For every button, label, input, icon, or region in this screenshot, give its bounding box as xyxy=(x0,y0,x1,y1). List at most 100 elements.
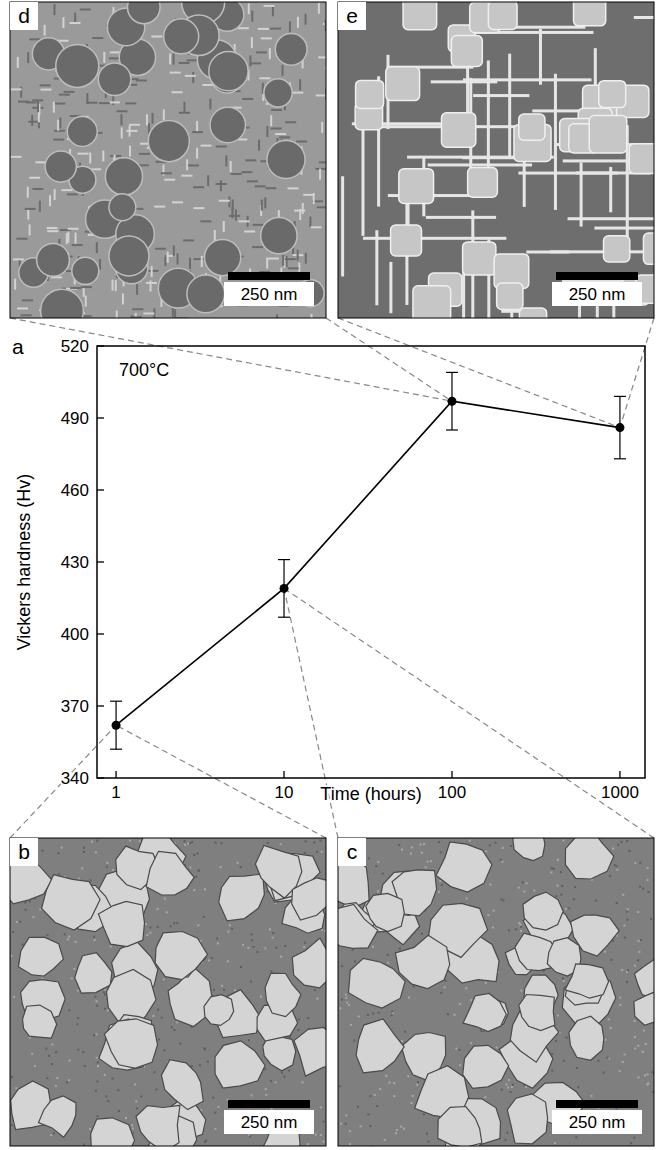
lamella xyxy=(245,159,256,161)
noise xyxy=(132,1127,134,1129)
cuboid xyxy=(386,67,420,101)
x-tick-label: 10 xyxy=(275,783,294,802)
noise xyxy=(320,840,322,842)
noise xyxy=(50,1134,52,1136)
noise xyxy=(508,929,510,931)
noise xyxy=(398,844,400,846)
lamella xyxy=(54,103,65,105)
panel-letter: c xyxy=(347,840,358,863)
noise xyxy=(171,1026,173,1028)
lamella xyxy=(303,194,314,196)
lamella xyxy=(219,200,230,202)
lamella xyxy=(64,91,75,93)
noise xyxy=(508,1079,510,1081)
lamella xyxy=(318,56,326,58)
noise xyxy=(107,1100,109,1102)
lamella xyxy=(272,5,274,16)
lamella xyxy=(196,121,198,132)
frame xyxy=(338,2,654,318)
lamella xyxy=(316,94,326,96)
lamella xyxy=(103,52,105,63)
noise xyxy=(614,864,616,866)
noise xyxy=(426,1132,428,1134)
precipitate xyxy=(39,1096,77,1137)
lamella xyxy=(18,101,29,103)
noise xyxy=(387,962,389,964)
precipitate xyxy=(349,958,406,1008)
noise xyxy=(189,866,191,868)
lamella xyxy=(120,114,122,125)
lamella xyxy=(185,75,196,77)
noise xyxy=(505,1084,507,1086)
noise xyxy=(345,1123,347,1125)
noise xyxy=(526,882,528,884)
noise xyxy=(247,947,249,949)
noise xyxy=(221,985,223,987)
error-cap xyxy=(614,396,626,397)
cuboid xyxy=(463,242,496,275)
noise xyxy=(140,1096,142,1098)
precipitate xyxy=(634,991,654,1025)
lamella xyxy=(318,3,320,14)
noise xyxy=(393,1095,395,1097)
y-tick xyxy=(97,633,104,634)
noise xyxy=(55,1051,57,1053)
precipitate xyxy=(98,901,144,946)
lamella xyxy=(17,307,28,309)
lamella xyxy=(109,101,120,103)
error-cap xyxy=(110,701,122,702)
plate xyxy=(550,250,654,253)
noise xyxy=(368,857,370,859)
lamella xyxy=(29,177,40,179)
cuboid xyxy=(589,115,627,153)
noise xyxy=(407,1075,409,1077)
noise xyxy=(354,960,356,962)
noise xyxy=(34,1065,36,1067)
lamella xyxy=(154,206,165,208)
lamella xyxy=(109,57,120,59)
lamella xyxy=(182,175,193,177)
noise xyxy=(353,1040,355,1042)
lamella xyxy=(28,121,39,123)
lamella xyxy=(150,280,152,291)
noise xyxy=(624,1053,626,1055)
lamella xyxy=(201,145,212,147)
noise xyxy=(496,1047,498,1049)
y-tick xyxy=(97,705,104,706)
noise xyxy=(103,991,105,993)
lamella xyxy=(214,230,216,241)
precipitate xyxy=(292,938,326,988)
noise xyxy=(617,844,619,846)
noise xyxy=(78,878,80,880)
lamella xyxy=(216,146,227,148)
noise xyxy=(217,942,219,944)
lamella xyxy=(139,153,150,155)
noise xyxy=(637,1045,639,1047)
noise xyxy=(494,842,496,844)
noise xyxy=(316,851,318,853)
noise xyxy=(650,918,652,920)
frame xyxy=(338,838,654,1146)
noise xyxy=(237,862,239,864)
lamella xyxy=(129,124,140,126)
lamella xyxy=(270,28,281,30)
lamella xyxy=(146,114,148,125)
noise xyxy=(304,942,306,944)
lamella xyxy=(129,146,131,157)
precipitate xyxy=(75,953,112,993)
noise xyxy=(316,998,318,1000)
noise xyxy=(213,989,215,991)
noise xyxy=(205,1140,207,1142)
noise xyxy=(643,1030,645,1032)
lamella xyxy=(209,98,211,109)
precipitate xyxy=(519,995,555,1031)
noise xyxy=(609,875,611,877)
noise xyxy=(198,869,200,871)
noise xyxy=(408,997,410,999)
lamella xyxy=(29,224,31,235)
lamella xyxy=(276,314,278,318)
noise xyxy=(440,851,442,853)
noise xyxy=(11,1124,13,1126)
noise xyxy=(47,934,49,936)
lamella xyxy=(242,98,253,100)
